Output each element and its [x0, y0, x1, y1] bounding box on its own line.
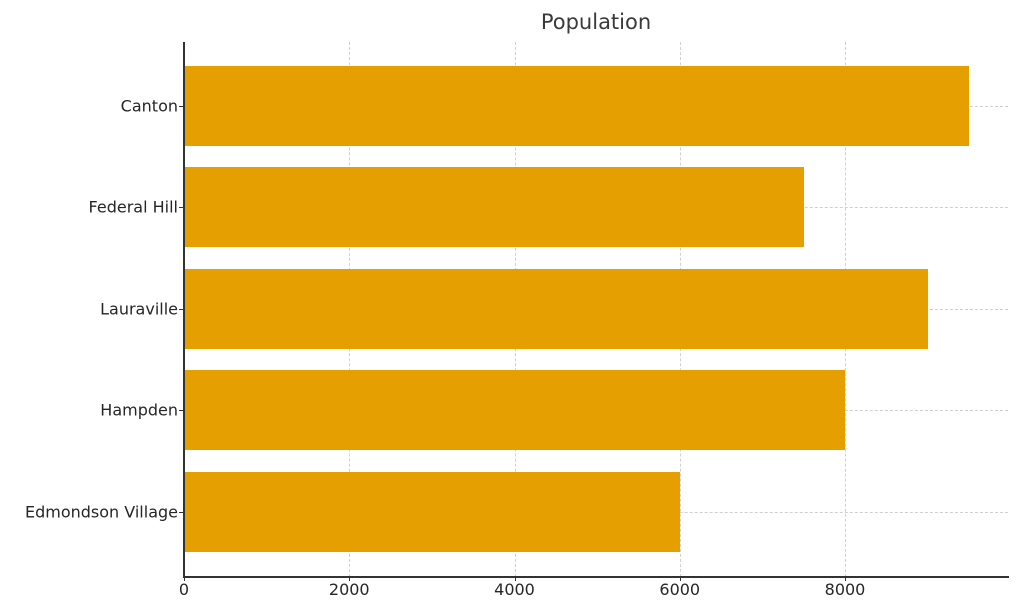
y-tick-label: Canton	[120, 96, 178, 116]
y-tick-label: Edmondson Village	[24, 502, 178, 522]
y-tick-label: Federal Hill	[88, 197, 178, 217]
x-tick-label: 4000	[494, 580, 535, 599]
x-tick-mark	[514, 577, 516, 581]
bar-edmondson-village	[184, 472, 680, 552]
x-tick-mark	[184, 577, 185, 581]
y-tick-label: Lauraville	[100, 299, 178, 319]
bar-hampden	[184, 370, 845, 450]
y-tick-mark	[179, 512, 184, 513]
plot-area	[184, 42, 1008, 577]
x-axis-line	[183, 576, 1009, 578]
bar-canton	[184, 66, 969, 146]
bar-lauraville	[184, 269, 928, 349]
y-tick-label: Hampden	[100, 400, 178, 420]
y-tick-mark	[179, 207, 184, 208]
x-tick-label: 8000	[824, 580, 866, 599]
bar-federal-hill	[184, 167, 804, 247]
y-tick-mark	[179, 106, 184, 107]
y-tick-mark	[179, 309, 184, 310]
chart-title: Population	[540, 10, 652, 34]
x-tick-mark	[845, 577, 846, 581]
y-axis-line	[183, 42, 185, 578]
y-tick-mark	[179, 410, 184, 411]
x-tick-mark	[349, 577, 351, 581]
x-tick-label: 6000	[659, 580, 701, 599]
x-tick-label: 0	[178, 580, 190, 599]
x-tick-mark	[679, 577, 681, 581]
x-tick-label: 2000	[328, 580, 370, 599]
